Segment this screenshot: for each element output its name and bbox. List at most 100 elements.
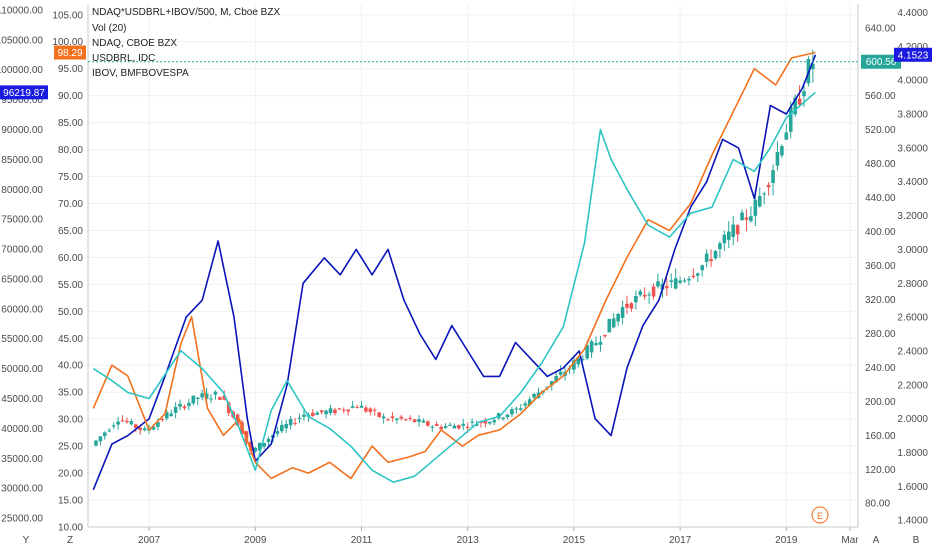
far-left-tick-label: 25000.00 [1, 514, 43, 525]
candle-body [448, 424, 452, 426]
events-icon[interactable] [811, 506, 829, 524]
candle-body [284, 423, 289, 429]
scale-button-a[interactable]: A [873, 535, 880, 546]
candle-body [788, 107, 793, 132]
candle-body [726, 231, 731, 240]
candle-body [523, 403, 528, 406]
right-tick-label: 440.00 [865, 193, 896, 204]
far-left-tick-label: 75000.00 [1, 215, 43, 226]
candle-body [381, 416, 386, 419]
candle-body [213, 391, 218, 395]
ndaq-last-tag: 98.29 [57, 48, 82, 59]
candle-body [426, 421, 430, 426]
candle-body [337, 408, 342, 410]
candle-body [253, 447, 258, 452]
x-tick-label: Mar [841, 535, 859, 546]
candle-body [173, 406, 178, 413]
candle-body [496, 413, 501, 419]
candle-body [576, 357, 581, 365]
candle-body [328, 408, 333, 414]
candle-body [603, 334, 607, 337]
candle-body [811, 63, 815, 70]
candle-body [704, 253, 709, 262]
candle-body [430, 426, 435, 428]
series-line-2 [92, 51, 816, 480]
left-tick-label: 60.00 [58, 253, 83, 264]
candle-body [452, 425, 457, 429]
ibov-last-tag: 96219.87 [3, 88, 45, 99]
candle-body [408, 418, 412, 420]
series-line-1 [92, 54, 817, 491]
far-left-tick-label: 110000.00 [0, 5, 43, 16]
right-tick-label: 520.00 [865, 125, 896, 136]
candle-body [412, 419, 417, 423]
candle-body [691, 275, 696, 278]
candle-body [651, 286, 656, 297]
candle-body [532, 394, 536, 398]
candle-body [549, 381, 554, 386]
candle-body [350, 406, 355, 408]
candle-body [669, 280, 674, 282]
candle-body [757, 195, 762, 207]
candle-body [178, 403, 182, 407]
right-tick-label: 240.00 [865, 363, 896, 374]
candle-body [585, 345, 589, 359]
candle-body [311, 412, 315, 416]
candle-body [390, 416, 395, 418]
far-right-tick-label: 4.0000 [897, 76, 928, 87]
x-tick-label: 2007 [138, 535, 161, 546]
x-tick-label: 2009 [244, 535, 267, 546]
candle-body [151, 426, 156, 430]
candle-body [133, 424, 138, 429]
candle-body [209, 398, 213, 400]
candle-body [156, 421, 160, 427]
candle-body [731, 224, 736, 237]
far-left-tick-label: 95000.00 [1, 95, 43, 106]
events-icon-label: E [817, 511, 823, 521]
left-tick-label: 50.00 [58, 307, 83, 318]
candle-body [372, 409, 377, 411]
candle-body [474, 423, 479, 426]
candle-body [107, 430, 112, 432]
candle-body [510, 409, 514, 415]
scale-button-y[interactable]: Y [23, 535, 30, 546]
left-tick-label: 100.00 [52, 37, 83, 48]
far-left-tick-label: 55000.00 [1, 334, 43, 345]
x-tick-label: 2017 [669, 535, 692, 546]
candle-body [204, 393, 209, 399]
candle-body [257, 442, 262, 451]
candle-body [164, 412, 169, 419]
candle-body [288, 418, 293, 426]
candle-body [766, 184, 771, 188]
far-right-tick-label: 2.6000 [897, 313, 928, 324]
left-tick-label: 70.00 [58, 199, 83, 210]
candle-body [611, 318, 616, 328]
main-last-tag: 600.56 [866, 57, 897, 68]
far-left-tick-label: 50000.00 [1, 364, 43, 375]
x-tick-label: 2011 [351, 535, 373, 546]
candle-body [589, 341, 594, 353]
candle-body [266, 438, 271, 442]
candle-body [160, 418, 165, 420]
candle-body [687, 278, 691, 281]
plot-area [88, 49, 858, 491]
scale-button-z[interactable]: Z [67, 535, 73, 546]
candle-body [642, 294, 647, 297]
candle-body [740, 212, 744, 221]
legend-entry-ndaq: NDAQ, CBOE BZX [92, 38, 177, 49]
left-tick-label: 15.00 [58, 496, 83, 507]
candle-body [103, 432, 107, 437]
right-tick-label: 80.00 [865, 499, 890, 510]
candle-body [443, 426, 448, 428]
far-left-tick-label: 65000.00 [1, 274, 43, 285]
right-tick-label: 640.00 [865, 23, 896, 34]
candle-body [94, 440, 98, 446]
candle-body [744, 217, 749, 220]
x-tick-label: 2015 [563, 535, 586, 546]
candle-body [368, 408, 373, 413]
right-tick-label: 400.00 [865, 227, 896, 238]
scale-button-b[interactable]: B [913, 535, 920, 546]
